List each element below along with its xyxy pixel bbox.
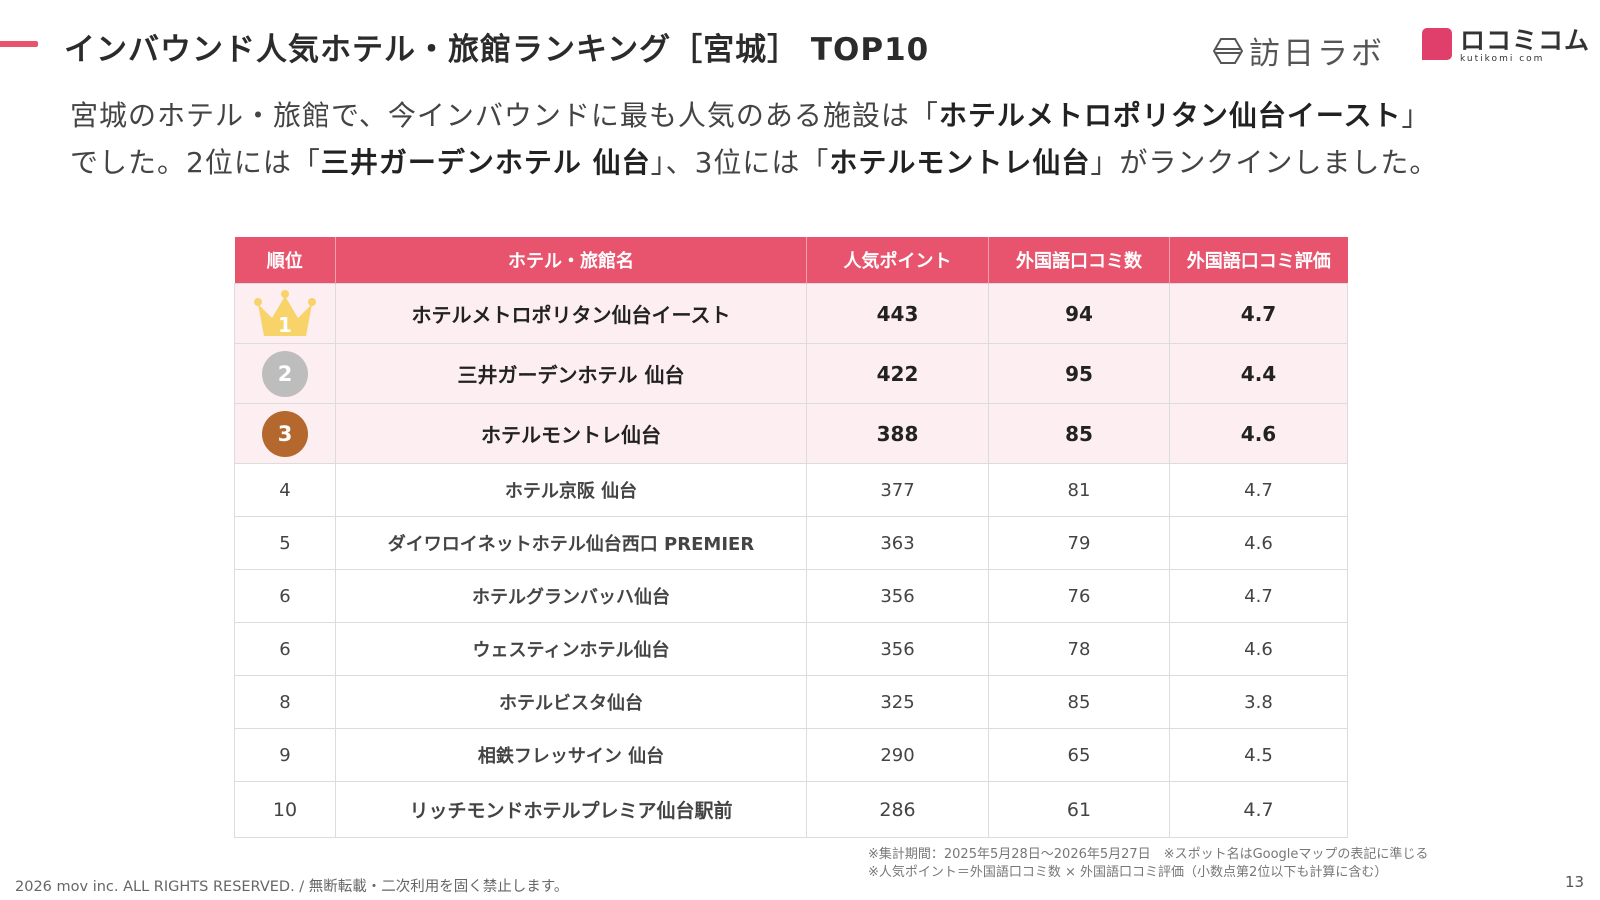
review-rating: 4.6 xyxy=(1169,403,1348,464)
review-rating: 4.7 xyxy=(1169,781,1348,838)
table-row: 6 ホテルグランバッハ仙台 356 76 4.7 xyxy=(234,569,1348,623)
lead-bold-third: ホテルモントレ仙台 xyxy=(829,146,1091,179)
review-count: 79 xyxy=(988,516,1170,570)
hotel-name: 相鉄フレッサイン 仙台 xyxy=(335,728,807,782)
popularity-points: 325 xyxy=(806,675,989,729)
review-rating: 3.8 xyxy=(1169,675,1348,729)
review-count: 61 xyxy=(988,781,1170,838)
table-row: 5 ダイワロイネットホテル仙台西口 PREMIER 363 79 4.6 xyxy=(234,516,1348,570)
bronze-medal-icon: 3 xyxy=(262,410,308,457)
silver-medal-icon: 2 xyxy=(262,350,308,397)
popularity-points: 443 xyxy=(806,283,989,344)
popularity-points: 422 xyxy=(806,343,989,404)
table-row: 8 ホテルビスタ仙台 325 85 3.8 xyxy=(234,675,1348,729)
speech-bubble-icon xyxy=(1422,28,1452,60)
crown-rank-label: 1 xyxy=(278,313,292,337)
footnote-period: ※集計期間：2025年5月28日〜2026年5月27日 ※スポット名はGoogl… xyxy=(868,847,1429,862)
rank-cell: 6 xyxy=(234,569,336,623)
hotel-name: ホテル京阪 仙台 xyxy=(335,463,807,517)
table-row: 1 ホテルメトロポリタン仙台イースト 443 94 4.7 xyxy=(234,283,1348,344)
popularity-points: 356 xyxy=(806,622,989,676)
table-row: 6 ウェスティンホテル仙台 356 78 4.6 xyxy=(234,622,1348,676)
header-reviews: 外国語口コミ数 xyxy=(988,237,1170,284)
hotel-name: リッチモンドホテルプレミア仙台駅前 xyxy=(335,781,807,838)
lead-bold-second: 三井ガーデンホテル 仙台 xyxy=(320,146,651,179)
review-rating: 4.6 xyxy=(1169,516,1348,570)
review-count: 65 xyxy=(988,728,1170,782)
page-title: インバウンド人気ホテル・旅館ランキング［宮城］ TOP10 xyxy=(64,32,930,68)
hotel-name: ホテルモントレ仙台 xyxy=(335,403,807,464)
review-count: 94 xyxy=(988,283,1170,344)
header-rating: 外国語口コミ評価 xyxy=(1169,237,1348,284)
footnote-formula: ※人気ポイント＝外国語口コミ数 × 外国語口コミ評価（小数点第2位以下も計算に含… xyxy=(868,865,1388,880)
popularity-points: 388 xyxy=(806,403,989,464)
popularity-points: 377 xyxy=(806,463,989,517)
hotel-name: ウェスティンホテル仙台 xyxy=(335,622,807,676)
review-rating: 4.7 xyxy=(1169,569,1348,623)
copyright: 2026 mov inc. ALL RIGHTS RESERVED. / 無断転… xyxy=(15,879,569,895)
review-count: 78 xyxy=(988,622,1170,676)
rank-cell: 9 xyxy=(234,728,336,782)
popularity-points: 286 xyxy=(806,781,989,838)
lead-line-2: でした。2位には「三井ガーデンホテル 仙台」、3位には「ホテルモントレ仙台」がラ… xyxy=(70,146,1439,179)
review-rating: 4.6 xyxy=(1169,622,1348,676)
review-count: 81 xyxy=(988,463,1170,517)
kutikomi-logo-jp: ロコミコム xyxy=(1460,26,1591,55)
kutikomi-logo-en: kutikomi com xyxy=(1460,54,1545,64)
page-number: 13 xyxy=(1565,873,1585,891)
review-count: 76 xyxy=(988,569,1170,623)
ranking-table: 順位 ホテル・旅館名 人気ポイント 外国語口コミ数 外国語口コミ評価 1 ホテル… xyxy=(234,237,1348,838)
kutikomi-logo: ロコミコム kutikomi com xyxy=(1422,28,1590,64)
review-rating: 4.5 xyxy=(1169,728,1348,782)
table-row: 3 ホテルモントレ仙台 388 85 4.6 xyxy=(234,403,1348,464)
review-count: 95 xyxy=(988,343,1170,404)
header-rank: 順位 xyxy=(234,237,336,284)
rank-cell: 1 xyxy=(234,283,336,344)
table-row: 2 三井ガーデンホテル 仙台 422 95 4.4 xyxy=(234,343,1348,404)
review-count: 85 xyxy=(988,403,1170,464)
houni-lab-logo: 訪日ラボ xyxy=(1213,28,1385,73)
hotel-name: ダイワロイネットホテル仙台西口 PREMIER xyxy=(335,516,807,570)
crown-icon: 1 xyxy=(254,289,316,337)
review-rating: 4.7 xyxy=(1169,283,1348,344)
rank-cell: 3 xyxy=(234,403,336,464)
rank-cell: 4 xyxy=(234,463,336,517)
rank-cell: 5 xyxy=(234,516,336,570)
table-row: 9 相鉄フレッサイン 仙台 290 65 4.5 xyxy=(234,728,1348,782)
hotel-name: ホテルグランバッハ仙台 xyxy=(335,569,807,623)
popularity-points: 290 xyxy=(806,728,989,782)
table-header-row: 順位 ホテル・旅館名 人気ポイント 外国語口コミ数 外国語口コミ評価 xyxy=(234,237,1348,284)
review-rating: 4.7 xyxy=(1169,463,1348,517)
rank-cell: 10 xyxy=(234,781,336,838)
review-rating: 4.4 xyxy=(1169,343,1348,404)
hexagon-logo-icon xyxy=(1213,37,1243,64)
hotel-name: 三井ガーデンホテル 仙台 xyxy=(335,343,807,404)
table-row: 10 リッチモンドホテルプレミア仙台駅前 286 61 4.7 xyxy=(234,781,1348,838)
header-name: ホテル・旅館名 xyxy=(335,237,807,284)
lead-text: 宮城のホテル・旅館で、今インバウンドに最も人気のある施設は「ホテルメトロポリタン… xyxy=(70,92,1570,186)
houni-lab-logo-text: 訪日ラボ xyxy=(1249,36,1385,72)
header-points: 人気ポイント xyxy=(806,237,989,284)
rank-cell: 8 xyxy=(234,675,336,729)
hotel-name: ホテルビスタ仙台 xyxy=(335,675,807,729)
hotel-name: ホテルメトロポリタン仙台イースト xyxy=(335,283,807,344)
title-accent-bar xyxy=(0,41,38,47)
table-row: 4 ホテル京阪 仙台 377 81 4.7 xyxy=(234,463,1348,517)
rank-cell: 2 xyxy=(234,343,336,404)
footnotes: ※集計期間：2025年5月28日〜2026年5月27日 ※スポット名はGoogl… xyxy=(868,846,1428,882)
popularity-points: 363 xyxy=(806,516,989,570)
popularity-points: 356 xyxy=(806,569,989,623)
review-count: 85 xyxy=(988,675,1170,729)
rank-cell: 6 xyxy=(234,622,336,676)
lead-line-1: 宮城のホテル・旅館で、今インバウンドに最も人気のある施設は「ホテルメトロポリタン… xyxy=(70,99,1431,132)
lead-bold-first: ホテルメトロポリタン仙台イースト xyxy=(938,99,1402,132)
